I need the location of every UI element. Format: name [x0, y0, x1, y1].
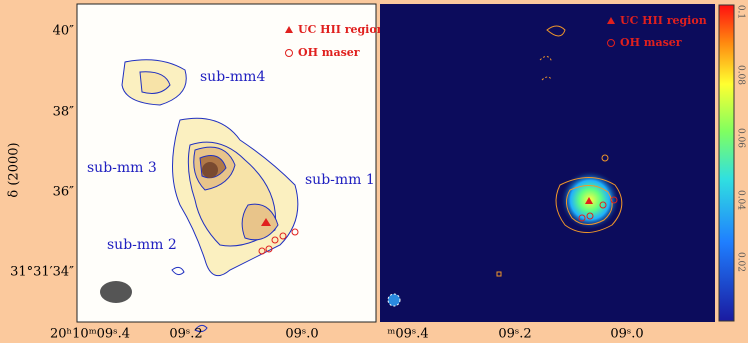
x-tick-label: 09ˢ.0 [610, 327, 643, 342]
y-axis-label: δ (2000) [7, 142, 22, 197]
right-plot-area [380, 4, 715, 322]
colorbar-tick-label: 0.06 [736, 128, 746, 148]
colorbar-tick-label: 0.04 [736, 190, 746, 210]
peak [202, 162, 218, 178]
colorbar-tick-label: 0.02 [736, 252, 746, 272]
y-tick-label: 40″ [53, 24, 75, 39]
x-tick-label: 20ʰ10ᵐ09ˢ.4 [50, 327, 130, 342]
figure: UC HII region OH maser sub-mm4 sub-mm 3 … [0, 0, 748, 343]
x-tick-label: ᵐ09ˢ.4 [387, 327, 428, 342]
y-tick-label: 38″ [53, 105, 75, 120]
x-tick-label: 09ˢ.0 [285, 327, 318, 342]
y-tick-label: 31°31′34″ [10, 265, 74, 280]
source-label: sub-mm4 [200, 69, 265, 85]
colorbar [719, 5, 734, 321]
source-label: sub-mm 1 [305, 172, 375, 188]
beam [100, 281, 132, 303]
source-label: sub-mm 2 [107, 237, 177, 253]
legend-label: UC HII region [620, 14, 707, 27]
legend-label: OH maser [620, 36, 682, 49]
legend-label: OH maser [298, 46, 360, 59]
source-label: sub-mm 3 [87, 160, 157, 176]
colorbar-tick-label: 0.08 [736, 65, 746, 85]
legend-label: UC HII region [298, 23, 385, 36]
y-tick-label: 36″ [53, 185, 75, 200]
x-tick-label: 09ˢ.2 [498, 327, 531, 342]
x-tick-label: 09ˢ.2 [169, 327, 202, 342]
colorbar-tick-label: 0.1 [736, 5, 746, 19]
beam [388, 294, 400, 306]
